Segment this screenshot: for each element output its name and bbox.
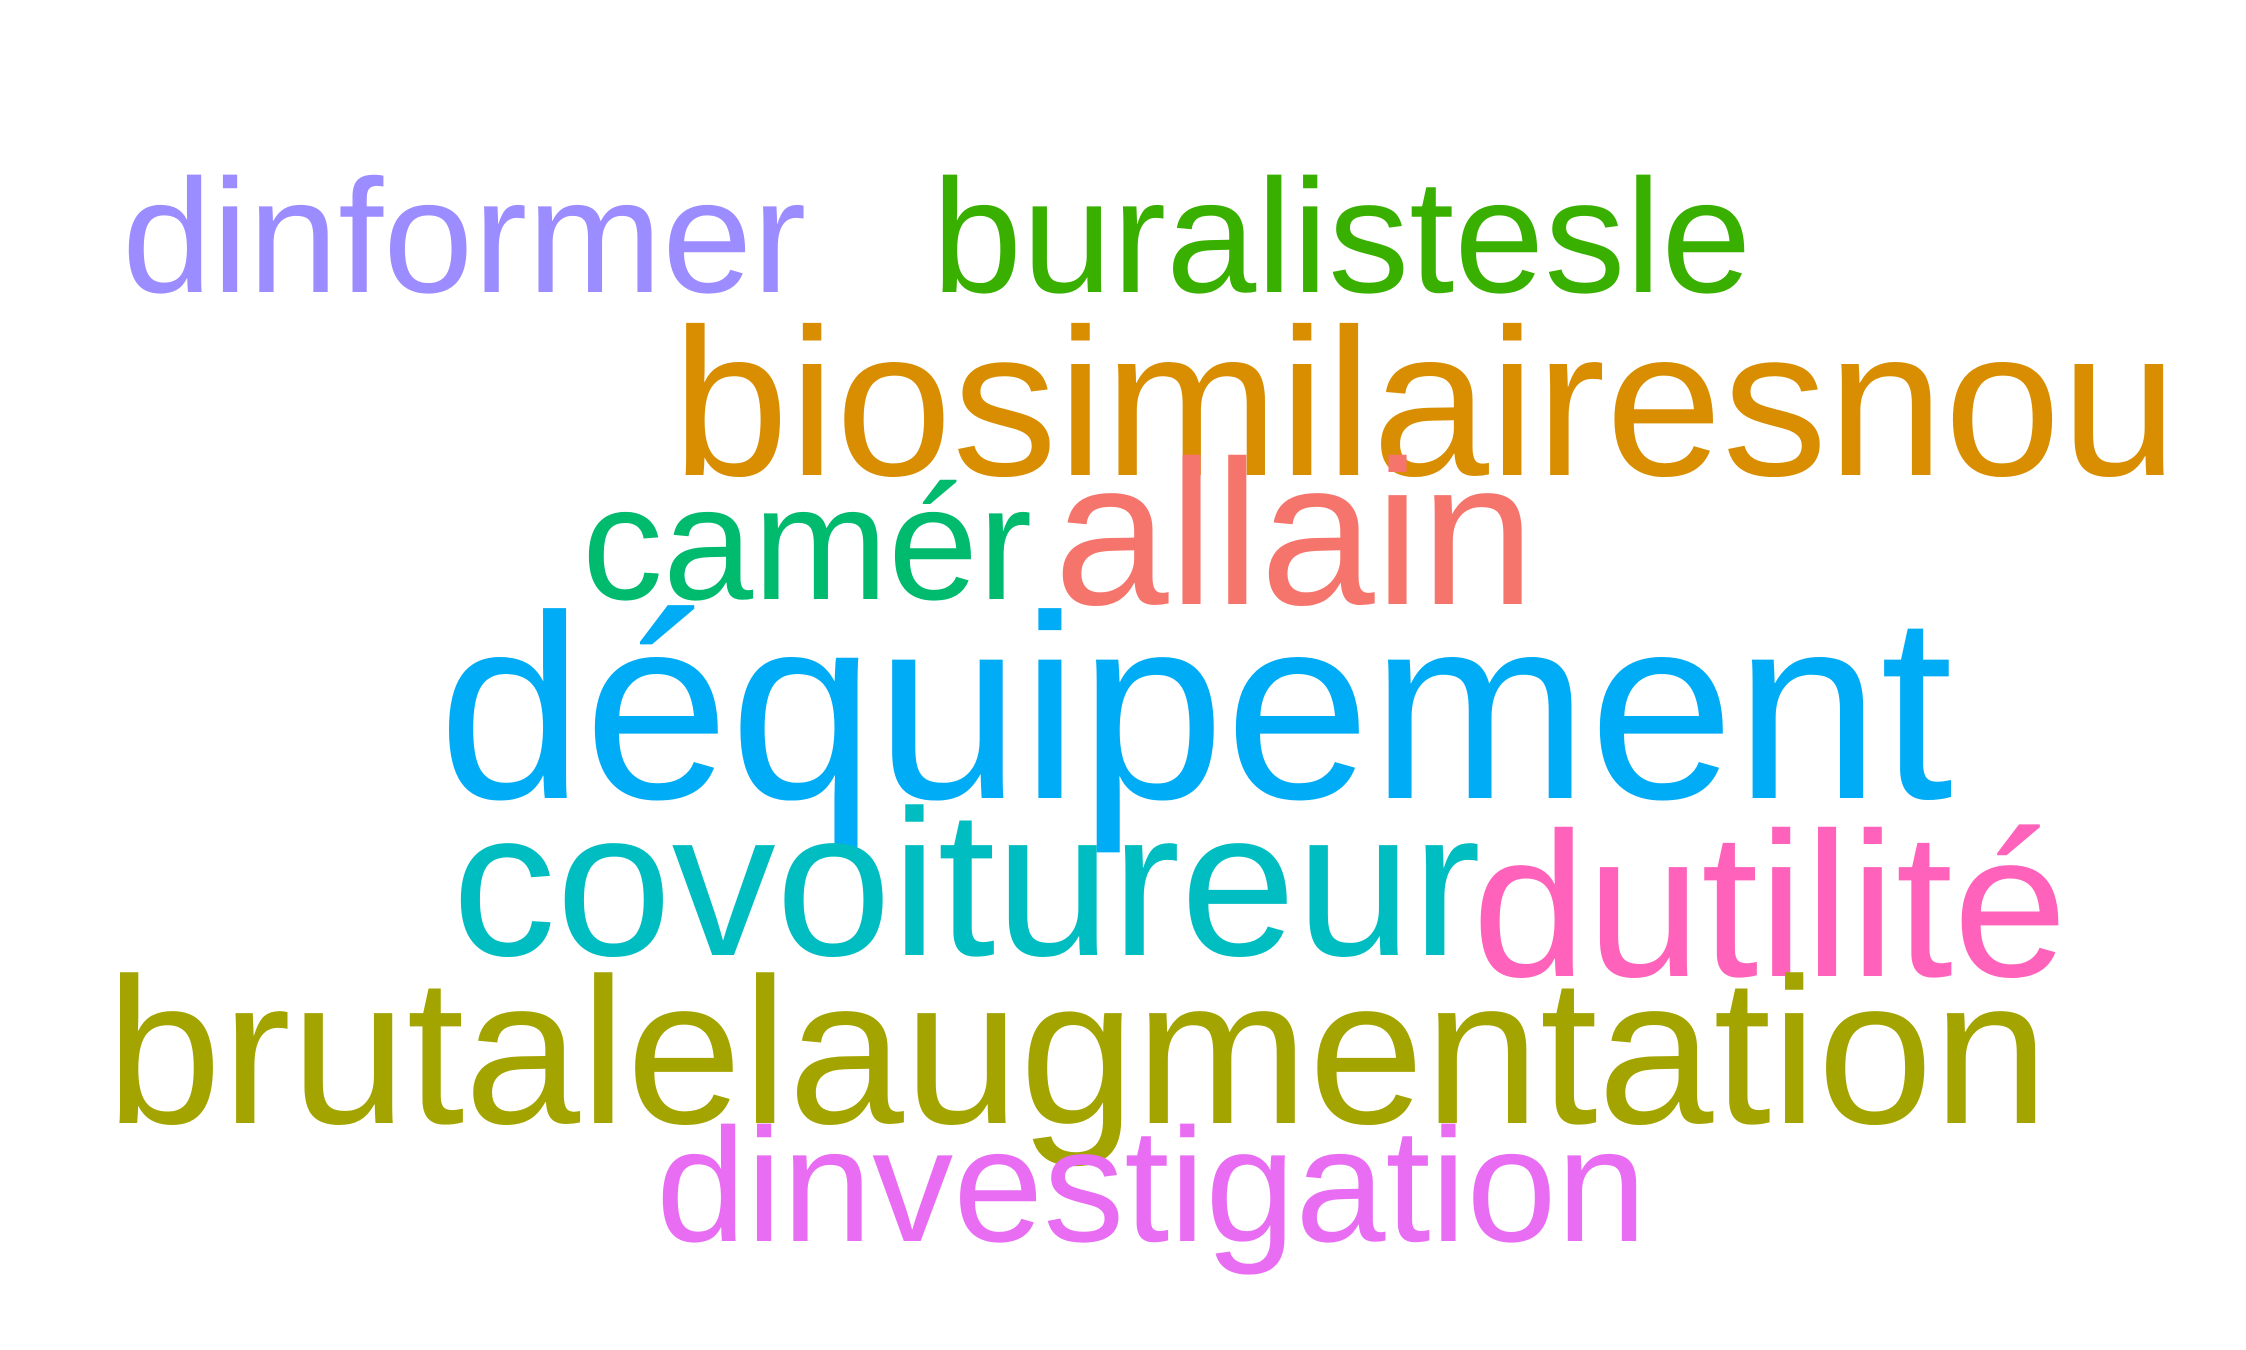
word-dutilite: dutilité <box>1472 790 2068 1020</box>
word-dequipement: déquipement <box>438 561 1953 854</box>
word-biosimilairesnou: biosimilairesnou <box>672 285 2178 520</box>
word-covoitureur: covoitureur <box>452 768 1481 1000</box>
word-camer: camér <box>582 453 1033 634</box>
word-buralistesle: buralistesle <box>932 146 1752 327</box>
word-dinformer: dinformer <box>122 146 807 327</box>
word-dinvestigation: dinvestigation <box>656 1095 1647 1276</box>
word-allain: allain <box>1054 418 1536 648</box>
word-brutalelaugmentation: brutalelaugmentation <box>106 936 2049 1168</box>
